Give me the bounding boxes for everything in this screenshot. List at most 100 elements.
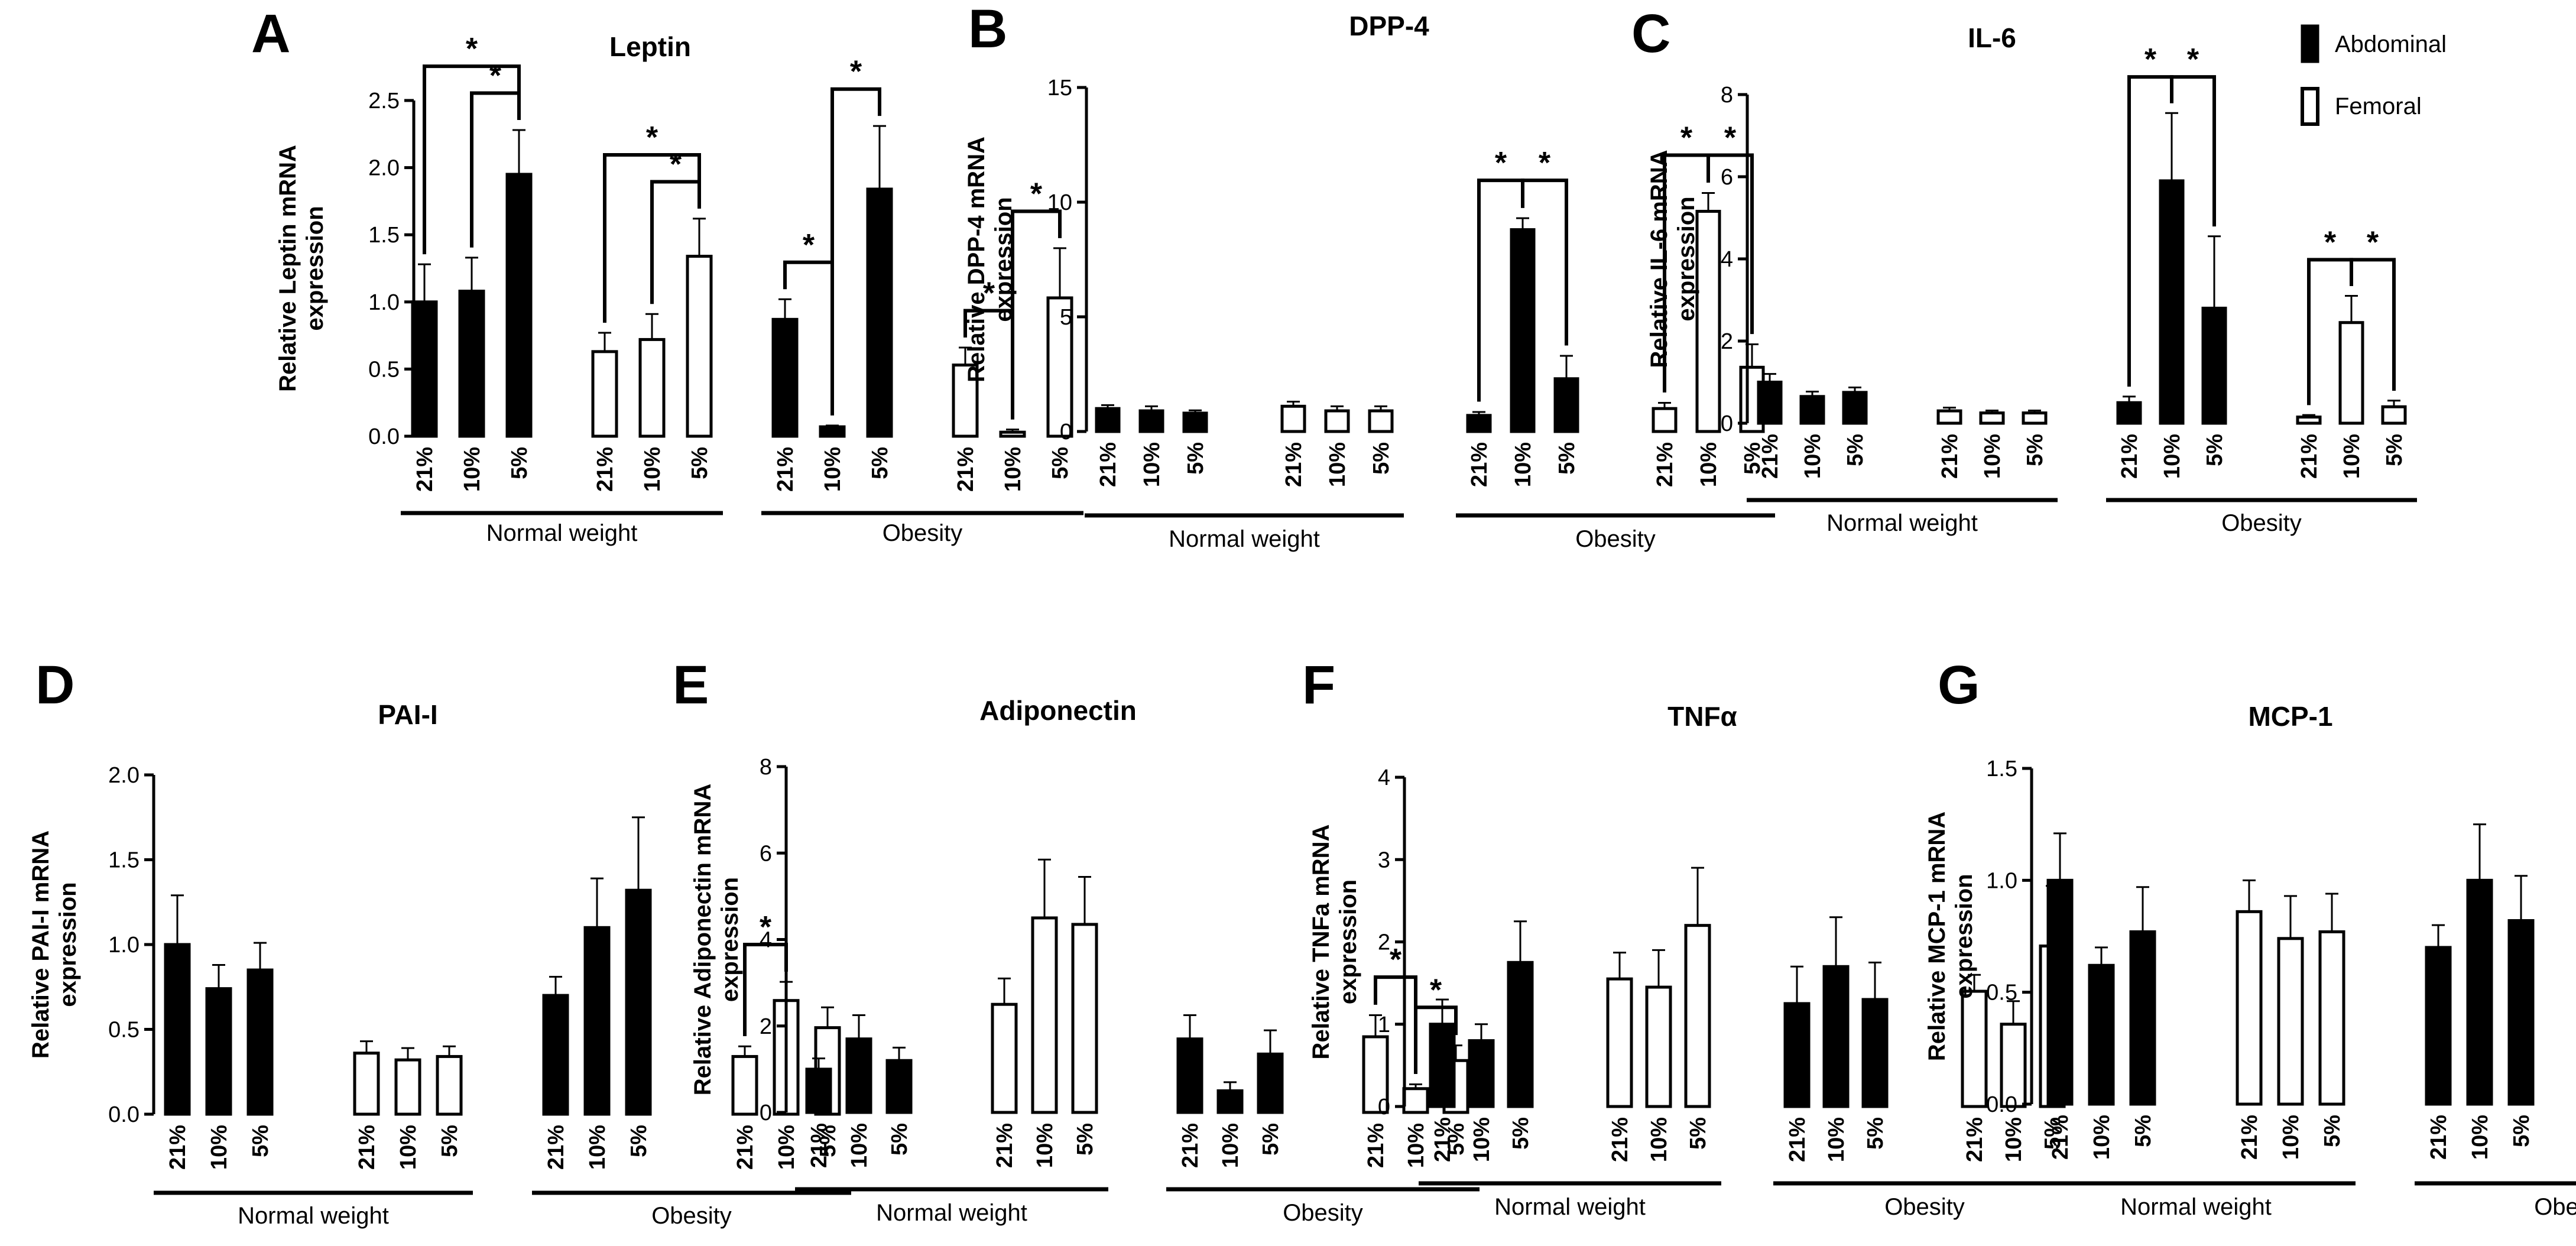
legend-label-abdominal: Abdominal [2335, 31, 2447, 57]
x-tick-label: 5% [1555, 442, 1579, 475]
bar-femoral [2022, 411, 2048, 425]
x-tick-label: 21% [1430, 1117, 1455, 1162]
significance-star: * [803, 228, 815, 262]
bar-femoral [686, 255, 713, 438]
group-label: Normal weight [1494, 1194, 1646, 1220]
bar-femoral [1979, 411, 2005, 425]
bar-femoral [2236, 910, 2263, 1106]
x-tick-label: 5% [1073, 1123, 1098, 1156]
significance-star: * [489, 59, 502, 93]
y-tick-label: 8 [760, 755, 772, 780]
bar-femoral [999, 430, 1026, 438]
bar-abdominal [505, 173, 533, 438]
x-tick-label: 21% [593, 447, 618, 492]
x-tick-label: 21% [773, 447, 798, 492]
bar-femoral [353, 1052, 380, 1116]
legend: Abdominal Femoral [2301, 24, 2447, 126]
x-tick-label: 21% [1758, 434, 1783, 479]
y-tick-label: 1.5 [1986, 757, 2017, 781]
bar-femoral [1368, 409, 1394, 433]
chart-title: Leptin [609, 31, 691, 62]
bar-femoral [1402, 1087, 1429, 1114]
bar-femoral [1362, 1035, 1389, 1114]
bar-abdominal [2088, 963, 2115, 1106]
x-tick-label: 10% [1033, 1123, 1057, 1168]
x-tick-label: 21% [355, 1125, 379, 1170]
bar-femoral [394, 1058, 421, 1116]
bar-abdominal [1429, 1023, 1456, 1108]
bar-femoral [2277, 937, 2304, 1106]
bar-femoral [1071, 923, 1098, 1114]
bar-abdominal [1822, 965, 1850, 1108]
bar-abdominal [2129, 930, 2156, 1106]
group-label: Normal weight [486, 520, 638, 546]
x-tick-label: 10% [1469, 1117, 1494, 1162]
significance-bracket [830, 87, 881, 416]
group-label: Obesity [2534, 1194, 2576, 1220]
chart-title: PAI-I [378, 699, 437, 730]
significance-star: * [760, 910, 772, 945]
y-tick-label: 3 [1378, 848, 1390, 872]
y-tick-label: 5 [1060, 305, 1072, 330]
y-axis-label: Relative DPP-4 mRNAexpression [963, 137, 1017, 382]
x-tick-label: 5% [2382, 434, 2407, 466]
bar-femoral [1961, 989, 1988, 1108]
y-axis-label: Relative TNFa mRNAexpression [1308, 825, 1361, 1060]
x-tick-label: 10% [460, 447, 485, 492]
chart-title: TNFα [1667, 701, 1737, 732]
x-tick-label: 5% [1048, 447, 1073, 479]
x-tick-label: 21% [2426, 1115, 2451, 1160]
x-tick-label: 5% [816, 1125, 841, 1157]
significance-bracket [470, 91, 521, 248]
y-tick-label: 8 [1721, 83, 1733, 108]
y-tick-label: 2.5 [368, 89, 400, 113]
bar-abdominal [583, 926, 611, 1116]
x-tick-label: 5% [887, 1123, 912, 1156]
x-tick-label: 21% [544, 1125, 569, 1170]
y-tick-label: 4 [760, 928, 772, 953]
significance-star: * [1495, 146, 1507, 180]
bar-abdominal [1468, 1039, 1495, 1108]
bar-abdominal [625, 888, 652, 1116]
bar-abdominal [1757, 381, 1783, 425]
significance-bracket [2350, 258, 2396, 391]
x-tick-label: 5% [1258, 1123, 1283, 1156]
bar-femoral [731, 1054, 758, 1116]
x-tick-label: 5% [1183, 442, 1208, 475]
significance-star: * [670, 147, 682, 181]
x-tick-label: 5% [2131, 1115, 2156, 1147]
y-tick-label: 0 [760, 1101, 772, 1125]
y-tick-label: 0.0 [1986, 1092, 2017, 1117]
significance-star: * [1680, 121, 1693, 155]
group-label: Obesity [2221, 510, 2302, 536]
bar-femoral [638, 338, 666, 438]
y-tick-label: 2.0 [108, 763, 139, 788]
bar-abdominal [1510, 228, 1536, 433]
x-tick-label: 10% [774, 1125, 799, 1170]
bar-abdominal [542, 994, 569, 1116]
significance-bracket [650, 180, 701, 304]
y-tick-label: 0 [1721, 411, 1733, 436]
x-tick-label: 5% [1444, 1123, 1469, 1156]
chart-panel-a: A Leptin 0.0 0.5 1.0 1.5 2.0 2.5 Relative Leptin… [251, 4, 1083, 546]
bar-abdominal [771, 317, 799, 438]
x-tick-label: 5% [2023, 434, 2048, 466]
x-tick-label: 21% [1653, 442, 1678, 487]
x-tick-label: 10% [847, 1123, 872, 1168]
chart-panel-b: B DPP-4 0 5 10 15 Relative DPP-4 mRNAexpressio… [963, 0, 1775, 552]
x-tick-label: 10% [1511, 442, 1536, 487]
significance-bracket [1414, 1005, 1458, 1074]
x-tick-label: 10% [2279, 1115, 2304, 1160]
y-tick-label: 6 [760, 841, 772, 866]
bar-femoral [436, 1054, 463, 1116]
bar-abdominal [411, 300, 438, 438]
significance-star: * [646, 121, 658, 155]
bar-abdominal [1842, 391, 1868, 425]
x-tick-label: 10% [1647, 1117, 1672, 1162]
x-tick-label: 21% [1962, 1117, 1987, 1162]
bar-abdominal [1799, 395, 1825, 425]
y-tick-label: 15 [1047, 76, 1072, 100]
bar-abdominal [164, 943, 191, 1116]
bar-abdominal [458, 290, 485, 438]
y-tick-label: 1.0 [1986, 868, 2017, 893]
